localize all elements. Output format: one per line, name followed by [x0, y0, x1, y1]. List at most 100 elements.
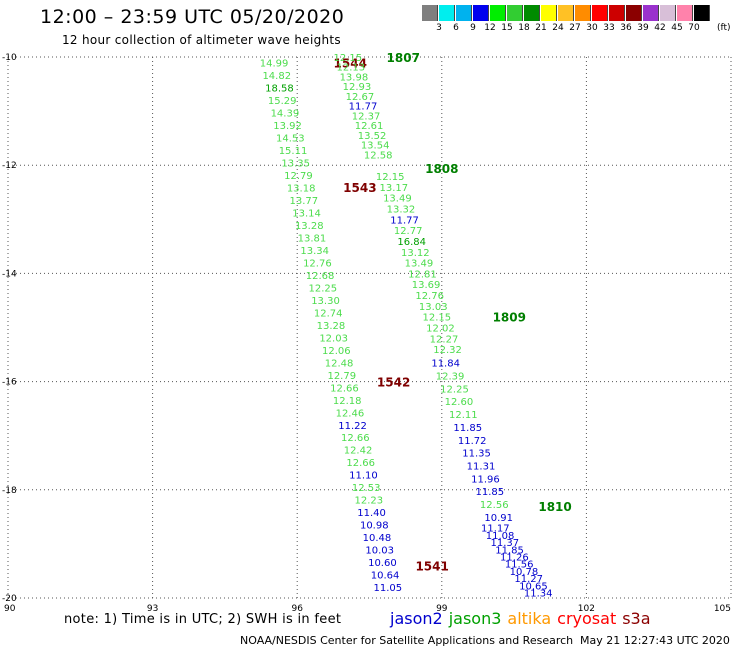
- wave-height-value: 12.46: [336, 408, 365, 419]
- page-title: 12:00 – 23:59 UTC 05/20/2020: [40, 6, 345, 28]
- pass-label: 1808: [425, 162, 458, 176]
- wave-height-value: 11.56: [505, 560, 534, 571]
- wave-height-value: 12.66: [330, 383, 359, 394]
- y-tick-label: -12: [2, 161, 17, 171]
- pass-label: 1544: [334, 56, 367, 70]
- wave-height-value: 14.82: [262, 71, 291, 82]
- color-scale-label: 45: [671, 23, 683, 33]
- wave-height-value: 12.13: [337, 63, 366, 74]
- wave-height-value: 12.25: [440, 384, 469, 395]
- wave-height-value: 12.68: [306, 271, 335, 282]
- x-tick-label: 99: [436, 604, 448, 614]
- wave-height-value: 10.64: [371, 571, 400, 582]
- wave-height-value: 12.42: [344, 446, 373, 457]
- wave-height-value: 11.27: [514, 574, 543, 585]
- color-scale-label: 3: [436, 23, 442, 33]
- wave-height-value: 11.85: [476, 487, 505, 498]
- wave-height-value: 14.53: [276, 133, 305, 144]
- color-scale-label: 39: [637, 23, 649, 33]
- wave-height-value: 11.35: [462, 449, 491, 460]
- wave-height-value: 10.03: [365, 546, 394, 557]
- legend-item-s3a: s3a: [622, 609, 651, 628]
- wave-height-value: 12.58: [364, 150, 393, 161]
- wave-height-value: 10.91: [484, 513, 513, 524]
- color-scale-swatch: [677, 5, 693, 21]
- wave-height-value: 12.67: [346, 92, 375, 103]
- wave-height-value: 13.12: [401, 248, 430, 259]
- wave-height-value: 11.31: [467, 461, 496, 472]
- color-scale-swatch: [456, 5, 472, 21]
- legend-item-jason2: jason2: [390, 609, 443, 628]
- wave-height-value: 11.08: [486, 531, 515, 542]
- wave-height-value: 12.32: [433, 345, 462, 356]
- wave-height-value: 12.15: [333, 53, 362, 64]
- color-scale-label: 12: [484, 23, 496, 33]
- pass-label: 1807: [387, 51, 420, 65]
- color-scale-label: 27: [569, 23, 581, 33]
- wave-height-value: 13.34: [300, 246, 329, 257]
- wave-height-value: 11.37: [491, 538, 520, 549]
- wave-height-value: 13.92: [273, 121, 302, 132]
- y-tick-label: -18: [2, 486, 17, 496]
- y-tick-label: -16: [2, 378, 17, 388]
- legend-item-jason3: jason3: [448, 609, 502, 628]
- wave-height-value: 13.03: [419, 302, 448, 313]
- color-scale-swatch: [643, 5, 659, 21]
- wave-height-value: 12.93: [343, 82, 372, 93]
- wave-height-value: 12.15: [423, 313, 452, 324]
- wave-height-value: 13.28: [317, 321, 346, 332]
- wave-height-value: 10.48: [363, 533, 392, 544]
- legend-item-altika: altika: [507, 609, 552, 628]
- pass-label: 1541: [415, 560, 448, 574]
- wave-height-value: 11.96: [471, 474, 500, 485]
- pass-label: 1542: [377, 376, 410, 390]
- wave-height-value: 10.65: [519, 581, 548, 592]
- wave-height-value: 12.76: [303, 258, 332, 269]
- wave-height-value: 16.84: [397, 237, 426, 248]
- wave-height-value: 13.52: [358, 131, 387, 142]
- wave-height-value: 11.77: [390, 215, 419, 226]
- y-tick-label: -14: [2, 269, 17, 279]
- wave-height-value: 12.56: [480, 500, 509, 511]
- wave-height-value: 13.17: [379, 183, 408, 194]
- wave-height-value: 13.49: [405, 259, 434, 270]
- wave-height-value: 13.81: [298, 233, 327, 244]
- wave-height-value: 10.98: [360, 521, 389, 532]
- y-tick-label: -10: [2, 53, 17, 63]
- wave-height-value: 11.77: [349, 102, 378, 113]
- wave-height-value: 10.78: [510, 567, 539, 578]
- x-tick-label: 105: [714, 604, 731, 614]
- color-scale-swatch: [660, 5, 676, 21]
- wave-height-value: 12.77: [394, 226, 423, 237]
- footer-timestamp: May 21 12:27:43 UTC 2020: [580, 634, 730, 647]
- wave-height-value: 11.17: [481, 524, 510, 535]
- wave-height-value: 13.14: [292, 208, 321, 219]
- color-scale-label: 24: [552, 23, 564, 33]
- wave-height-value: 12.23: [355, 496, 384, 507]
- color-scale-label: 36: [620, 23, 632, 33]
- legend-item-cryosat: cryosat: [557, 609, 617, 628]
- color-scale-swatch: [626, 5, 642, 21]
- wave-height-value: 12.53: [352, 483, 381, 494]
- wave-height-value: 12.48: [325, 358, 354, 369]
- wave-height-value: 12.15: [376, 172, 405, 183]
- wave-height-value: 13.18: [287, 183, 316, 194]
- color-scale-label: 42: [654, 23, 666, 33]
- pass-label: 1543: [343, 181, 376, 195]
- color-scale-swatch: [439, 5, 455, 21]
- x-tick-label: 93: [147, 604, 158, 614]
- wave-height-value: 15.29: [268, 96, 297, 107]
- wave-height-value: 12.11: [449, 410, 478, 421]
- wave-height-value: 12.37: [352, 111, 381, 122]
- color-scale-swatch: [524, 5, 540, 21]
- wave-height-value: 11.10: [349, 471, 378, 482]
- x-tick-label: 102: [578, 604, 595, 614]
- color-scale-label: 21: [535, 23, 547, 33]
- x-tick-label: 96: [291, 604, 303, 614]
- wave-height-value: 13.49: [383, 194, 412, 205]
- color-scale-swatch: [575, 5, 591, 21]
- wave-height-value: 13.54: [361, 141, 390, 152]
- wave-height-value: 11.05: [373, 583, 402, 594]
- wave-height-value: 13.69: [412, 280, 441, 291]
- color-scale-swatch: [558, 5, 574, 21]
